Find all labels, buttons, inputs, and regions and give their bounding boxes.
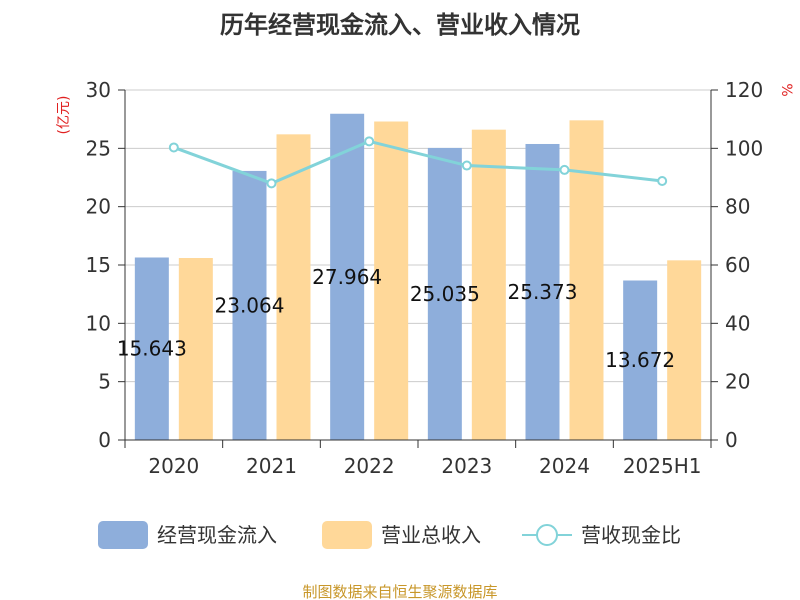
data-labels: 15.643 23.064 27.964 25.035 25.373 13.672 bbox=[117, 265, 675, 372]
legend-label-cash-inflow: 经营现金流入 bbox=[157, 523, 277, 547]
series-2-point-0 bbox=[168, 142, 179, 153]
y-left-tick-label: 5 bbox=[98, 370, 111, 394]
legend-label-ratio: 营收现金比 bbox=[581, 523, 681, 547]
legend-swatch-revenue bbox=[322, 521, 372, 549]
bar-series-1-3 bbox=[471, 129, 506, 440]
bar-series-0-3 bbox=[427, 147, 462, 441]
y-left-tick-label: 15 bbox=[86, 253, 111, 277]
data-label: 13.672 bbox=[605, 348, 675, 372]
series-2-point-3 bbox=[461, 160, 472, 171]
data-label: 15.643 bbox=[117, 337, 187, 361]
y-left-tick-label: 25 bbox=[86, 136, 111, 160]
bar-series-1-0 bbox=[178, 258, 213, 440]
legend-label-revenue: 营业总收入 bbox=[381, 523, 481, 547]
data-label: 25.035 bbox=[410, 282, 480, 306]
legend: 经营现金流入 营业总收入 营收现金比 bbox=[98, 521, 681, 549]
y-right-tick-label: 40 bbox=[725, 311, 750, 335]
y-right-tick-label: 20 bbox=[725, 370, 750, 394]
bar-series-1-2 bbox=[374, 121, 409, 440]
bar-series-1-5 bbox=[667, 260, 702, 440]
legend-swatch-cash-inflow bbox=[98, 521, 148, 549]
bar-series-0-2 bbox=[330, 113, 365, 441]
data-label: 25.373 bbox=[508, 280, 578, 304]
bar-series-0-0 bbox=[134, 257, 169, 440]
axes: 0 5 10 15 20 25 30 0 20 40 60 80 100 120 2020 2021 2022 2… bbox=[86, 78, 764, 478]
y-right-title: % bbox=[778, 83, 794, 96]
y-right-tick-label: 100 bbox=[725, 136, 763, 160]
x-tick-label: 2021 bbox=[246, 454, 297, 478]
y-right-tick-label: 0 bbox=[725, 428, 738, 452]
chart-title: 历年经营现金流入、营业收入情况 bbox=[220, 11, 580, 39]
ratio-line bbox=[168, 136, 668, 189]
legend-marker-ratio bbox=[536, 524, 558, 546]
y-right-tick-label: 60 bbox=[725, 253, 750, 277]
series-2-line bbox=[173, 139, 663, 185]
y-left-title: (亿元) bbox=[56, 96, 72, 135]
data-label: 23.064 bbox=[215, 293, 285, 317]
series-2-point-5 bbox=[657, 176, 668, 186]
bar-series-0-4 bbox=[525, 143, 560, 440]
x-tick-label: 2025H1 bbox=[623, 454, 702, 478]
data-label: 27.964 bbox=[312, 265, 382, 289]
series-2-point-4 bbox=[559, 164, 570, 175]
x-tick-label: 2022 bbox=[344, 454, 395, 478]
y-right-tick-label: 120 bbox=[725, 78, 763, 102]
x-tick-label: 2023 bbox=[441, 454, 492, 478]
source-note: 制图数据来自恒生聚源数据库 bbox=[302, 583, 497, 600]
y-left-tick-label: 20 bbox=[86, 195, 111, 219]
y-left-tick-label: 10 bbox=[86, 311, 111, 335]
bar-series-0-5 bbox=[623, 280, 658, 440]
x-tick-label: 2020 bbox=[148, 454, 199, 478]
bar-series-1-1 bbox=[276, 134, 311, 441]
y-left-tick-label: 30 bbox=[86, 78, 111, 102]
x-tick-label: 2024 bbox=[539, 454, 590, 478]
y-right-tick-label: 80 bbox=[725, 195, 750, 219]
bar-series-0-1 bbox=[232, 170, 267, 441]
bars bbox=[134, 113, 702, 441]
y-left-tick-label: 0 bbox=[98, 428, 111, 452]
gridlines bbox=[125, 89, 711, 383]
series-2-point-2 bbox=[364, 136, 375, 147]
series-2-point-1 bbox=[266, 178, 277, 189]
